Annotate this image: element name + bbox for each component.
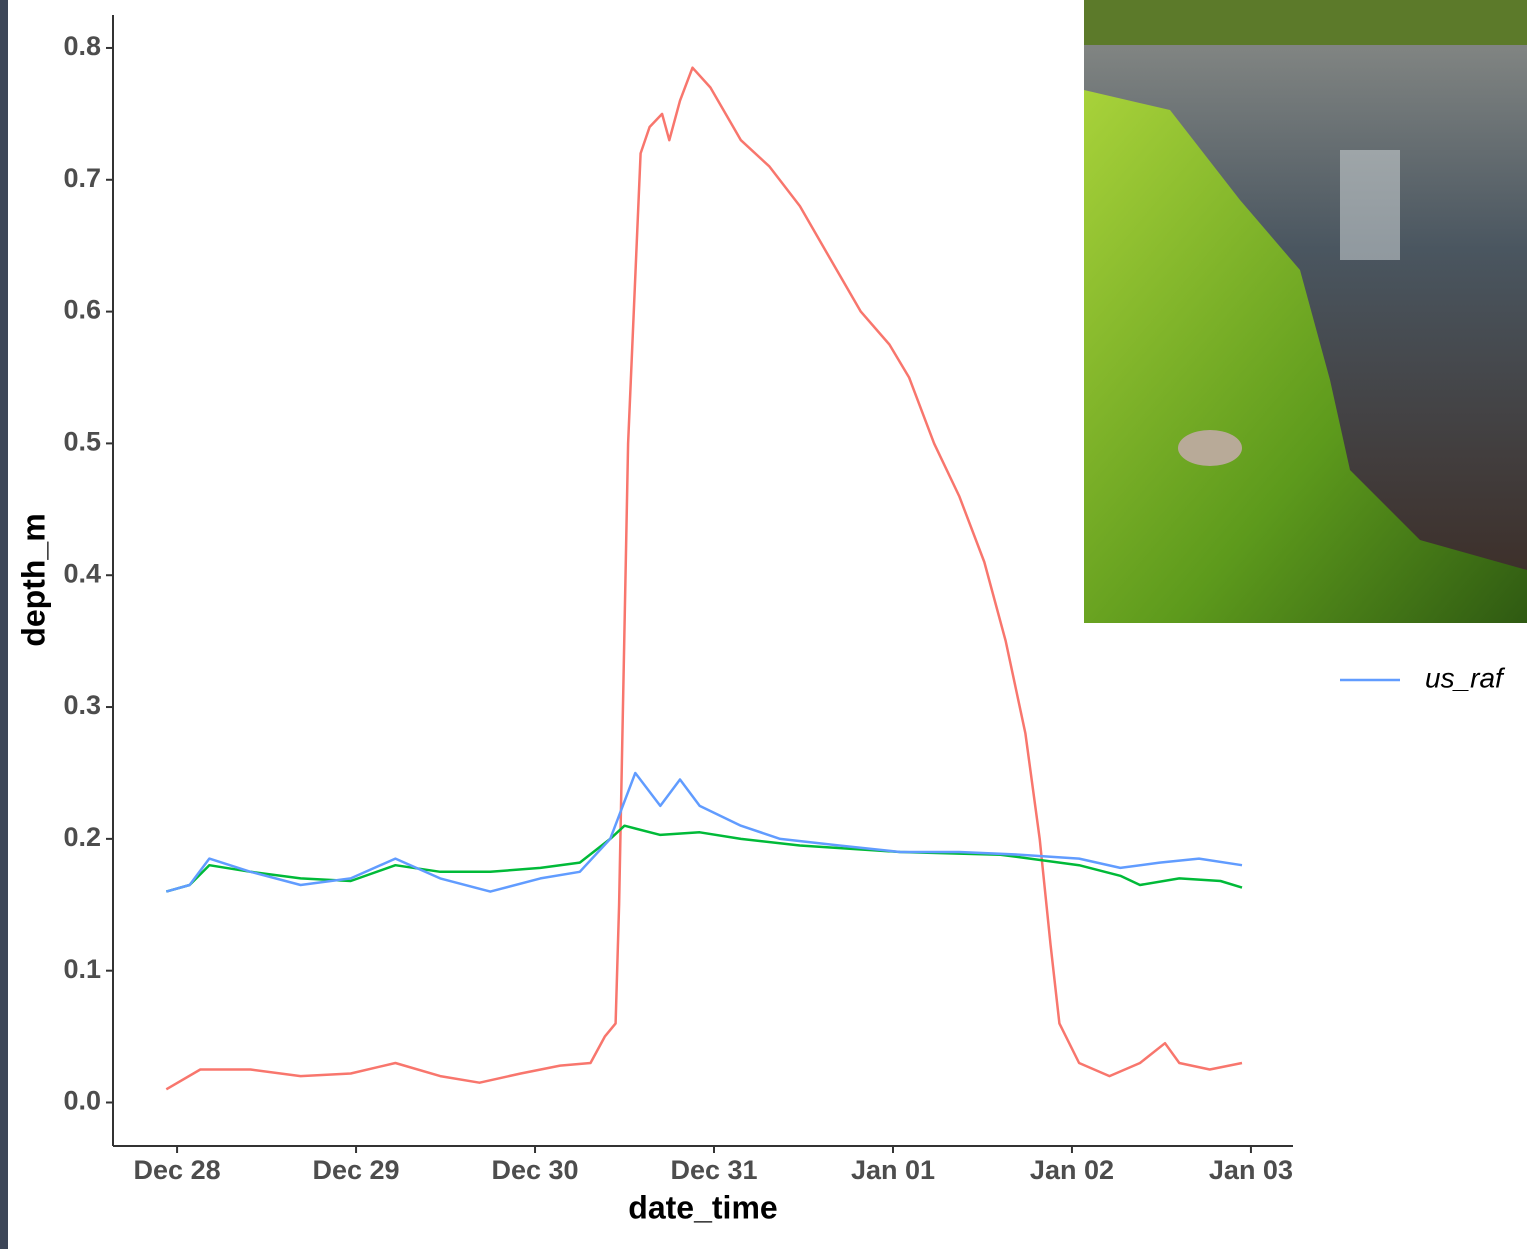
series-line <box>165 824 1243 893</box>
y-tick-label: 0.7 <box>63 163 101 193</box>
y-axis-title: depth_m <box>15 513 51 646</box>
x-tick-label: Dec 30 <box>491 1155 578 1185</box>
x-tick-label: Dec 31 <box>670 1155 757 1185</box>
y-tick-label: 0.2 <box>63 822 101 852</box>
x-tick-label: Jan 03 <box>1209 1155 1293 1185</box>
series-line <box>165 66 1243 1091</box>
y-tick-label: 0.5 <box>63 427 101 457</box>
photo-far-bank <box>1084 0 1527 45</box>
legend-label: us_raf <box>1425 662 1506 693</box>
y-tick-label: 0.0 <box>63 1086 101 1116</box>
photo <box>1084 0 1527 623</box>
x-tick-label: Dec 28 <box>134 1155 221 1185</box>
x-tick-label: Dec 29 <box>313 1155 400 1185</box>
y-tick-label: 0.6 <box>63 295 101 325</box>
x-axis-title: date_time <box>628 1189 777 1225</box>
frame-edge <box>0 0 8 1249</box>
photo-rock <box>1178 430 1242 466</box>
x-tick-label: Jan 01 <box>851 1155 935 1185</box>
photo-grass <box>1084 90 1527 623</box>
photo-reflection <box>1340 150 1400 260</box>
y-tick-label: 0.8 <box>63 31 101 61</box>
series-line <box>165 771 1243 893</box>
y-tick-label: 0.1 <box>63 954 101 984</box>
x-tick-label: Jan 02 <box>1030 1155 1114 1185</box>
y-tick-label: 0.3 <box>63 690 101 720</box>
y-tick-label: 0.4 <box>63 558 101 588</box>
